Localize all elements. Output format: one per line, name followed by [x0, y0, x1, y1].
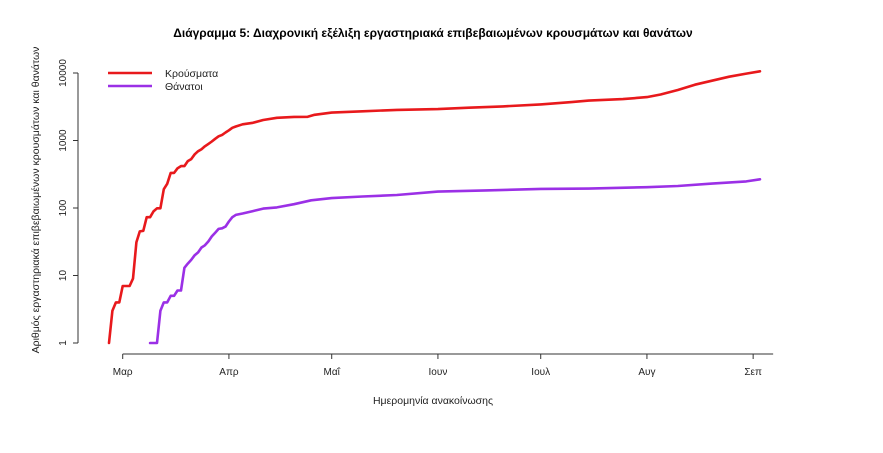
series-line-cases: [107, 70, 762, 345]
x-tick-label: Απρ: [219, 367, 239, 378]
x-axis-label: Ημερομηνία ανακοίνωσης: [373, 395, 493, 407]
x-tick-label: Ιουλ: [531, 367, 550, 378]
y-tick-label: 1: [58, 340, 69, 346]
y-tick-label: 1000: [58, 129, 69, 152]
y-tick-label: 10: [58, 270, 69, 282]
x-axis: Μαρ Απρ Μαΐ Ιουν Ιουλ Αυγ Σεπ: [113, 353, 774, 378]
series-layer: [107, 70, 762, 345]
y-axis-label: Αριθμός εργαστηριακά επιβεβαιωμένων κρου…: [30, 47, 42, 354]
series-line-deaths: [148, 178, 762, 345]
y-tick-label: 100: [58, 199, 69, 216]
chart-title: Διάγραμμα 5: Διαχρονική εξέλιξη εργαστηρ…: [173, 26, 693, 40]
y-axis: 1 10 100 1000 10000: [58, 59, 79, 346]
x-tick-label: Αυγ: [638, 367, 655, 378]
legend-label: Κρούσματα: [165, 68, 218, 80]
x-tick-label: Μαΐ: [324, 366, 341, 378]
legend-label: Θάνατοι: [165, 81, 203, 93]
x-tick-label: Μαρ: [113, 367, 133, 378]
x-tick-label: Σεπ: [744, 367, 762, 378]
y-tick-label: 10000: [58, 59, 69, 87]
x-tick-label: Ιουν: [429, 367, 448, 378]
